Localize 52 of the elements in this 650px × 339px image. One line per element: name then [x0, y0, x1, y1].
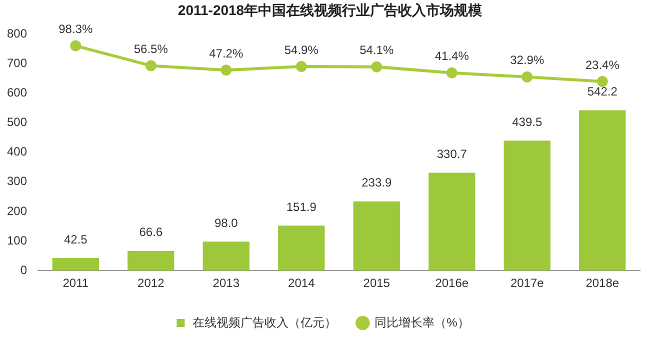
point: [70, 40, 82, 52]
data-label: 42.5: [64, 232, 88, 246]
x-tick-label: 2012: [138, 276, 165, 290]
point: [596, 76, 608, 87]
bar: [278, 226, 325, 271]
data-label: 56.5%: [134, 42, 168, 56]
x-tick-label: 2015: [363, 276, 390, 290]
bar: [353, 201, 400, 271]
y-tick-label: 500: [6, 115, 28, 130]
bar: [52, 258, 99, 271]
bar: [128, 250, 174, 271]
data-label: 32.9%: [510, 53, 544, 68]
point: [522, 71, 533, 82]
y-tick-label: 400: [6, 144, 28, 159]
x-tick-label: 2018e: [586, 276, 620, 290]
chart-title: 2011-2018年中国在线视频行业广告收入市场规模: [178, 2, 484, 18]
data-label: 23.4%: [585, 58, 620, 72]
point: [446, 67, 458, 78]
y-tick-label: 0: [20, 262, 28, 277]
point: [145, 60, 156, 72]
data-label: 542.2: [587, 84, 618, 99]
data-label: 98.0: [214, 216, 238, 230]
data-label: 151.9: [286, 200, 317, 214]
point: [296, 60, 307, 72]
x-tick-label: 2011: [62, 276, 89, 290]
data-label: 330.7: [436, 147, 468, 162]
data-label: 439.5: [512, 114, 542, 129]
y-tick-label: 600: [6, 85, 28, 100]
legend-label: 在线视频广告收入（亿元）: [192, 315, 337, 330]
point: [220, 64, 232, 76]
y-tick-label: 100: [6, 233, 28, 248]
data-label: 233.9: [362, 176, 392, 190]
point: [371, 61, 382, 72]
legend-label: 同比增长率（%）: [374, 315, 470, 330]
data-label: 66.6: [139, 225, 163, 240]
bar: [579, 110, 626, 271]
x-tick-label: 2017e: [510, 276, 544, 290]
x-tick-label: 2014: [288, 276, 316, 290]
data-label: 98.3%: [58, 22, 93, 36]
data-label: 47.2%: [209, 46, 244, 60]
bar: [504, 140, 550, 271]
bar: [202, 242, 250, 271]
bar: [428, 172, 476, 271]
y-tick-label: 200: [6, 204, 28, 218]
data-label: 54.9%: [284, 42, 319, 57]
x-tick-label: 2016e: [435, 276, 469, 290]
data-label: 41.4%: [434, 49, 470, 64]
data-label: 54.1%: [360, 43, 394, 58]
y-tick-label: 800: [6, 26, 28, 40]
y-tick-label: 300: [6, 174, 28, 188]
x-tick-label: 2013: [212, 276, 240, 290]
y-tick-label: 700: [6, 56, 28, 70]
